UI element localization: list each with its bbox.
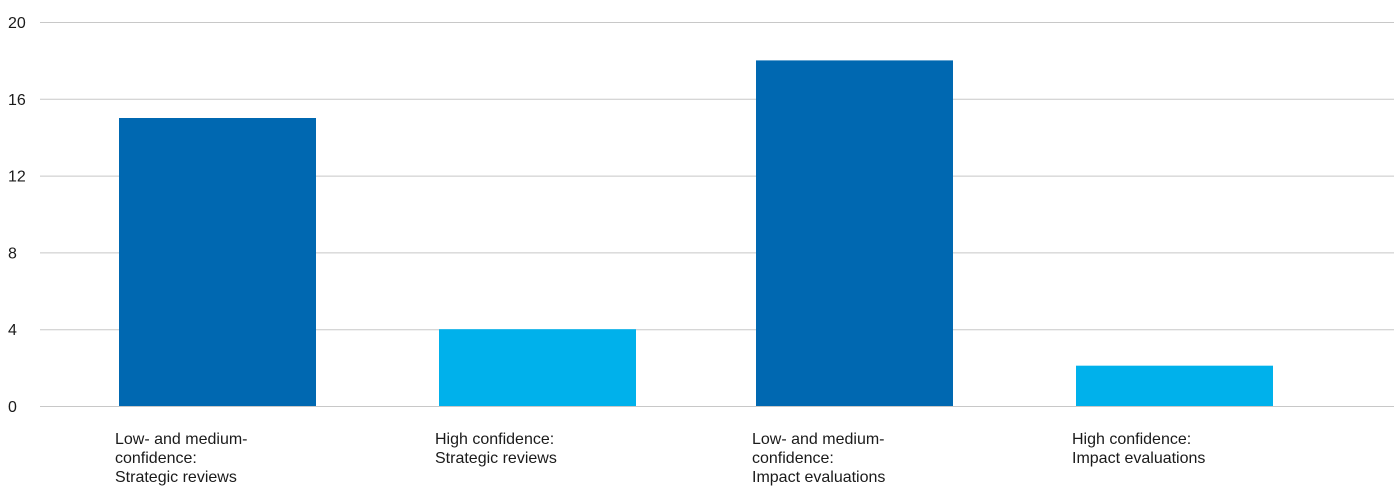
y-axis-ticks: 0 4 8 12 16 20 <box>8 15 26 416</box>
category-labels: Low- and medium-confidence: Strategic rev… <box>115 431 1205 486</box>
bar-3 <box>756 60 953 407</box>
bar-4 <box>1076 365 1273 406</box>
category-label-line: Low- and medium- <box>115 431 248 448</box>
category-label-line: Strategic reviews <box>435 450 557 467</box>
category-label-line: Impact evaluations <box>752 469 885 486</box>
category-label-4: High confidence: Impact evaluations <box>1072 431 1205 467</box>
category-label-3: Low- and medium-confidence: Impact evalua… <box>752 431 885 486</box>
bar-2 <box>439 329 636 406</box>
category-label-2: High confidence: Strategic reviews <box>435 431 557 467</box>
y-tick-label: 12 <box>8 169 26 186</box>
category-label-line: Impact evaluations <box>1072 450 1205 467</box>
y-tick-label: 0 <box>8 399 17 416</box>
category-label-line: Low- and medium- <box>752 431 885 448</box>
category-label-line: High confidence: <box>435 431 554 448</box>
bar-1 <box>119 118 316 406</box>
category-label-1: Low- and medium-confidence: Strategic rev… <box>115 431 248 486</box>
y-tick-label: 16 <box>8 92 26 109</box>
y-tick-label: 8 <box>8 245 17 262</box>
category-label-line: Strategic reviews <box>115 469 237 486</box>
bars <box>119 60 1273 407</box>
y-tick-label: 4 <box>8 322 17 339</box>
category-label-line: High confidence: <box>1072 431 1191 448</box>
y-tick-label: 20 <box>8 15 26 32</box>
category-label-line: confidence: <box>752 450 834 467</box>
category-label-line: confidence: <box>115 450 197 467</box>
